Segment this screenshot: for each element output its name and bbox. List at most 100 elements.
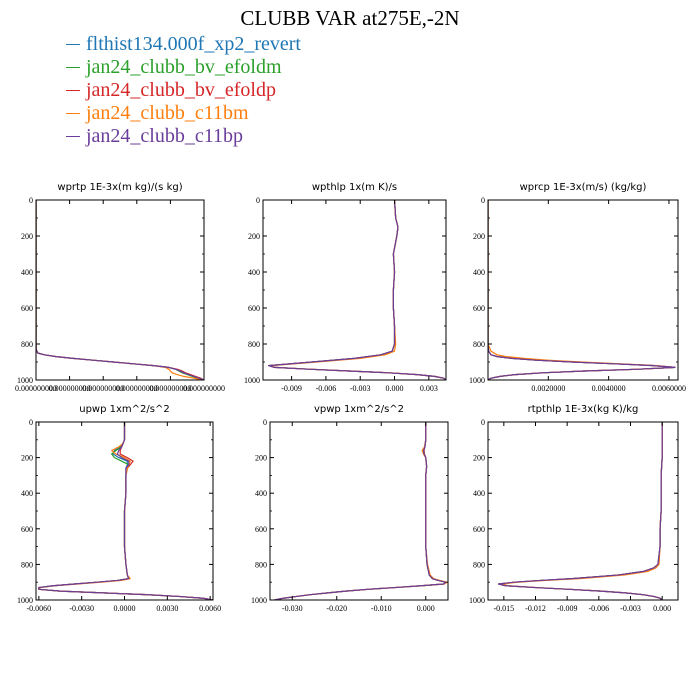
x-tick-label: -0.006 — [588, 604, 609, 613]
y-tick-label: 600 — [248, 304, 260, 313]
panel-title: upwp 1xm^2/s^2 — [79, 404, 169, 415]
x-tick-label: 0.000000000 — [116, 384, 158, 393]
series-line-wpthlp-5 — [268, 200, 446, 380]
series-line-wprtp-4 — [36, 200, 203, 380]
x-tick-label: 0.0000 — [114, 604, 136, 613]
x-tick-label: 0.003 — [420, 384, 438, 393]
series-line-wpthlp-2 — [268, 200, 446, 380]
y-tick-label: 600 — [473, 525, 485, 534]
x-tick-label: -0.006 — [316, 384, 337, 393]
y-tick-label: 800 — [473, 560, 485, 569]
series-line-wprcp-4 — [488, 200, 676, 380]
y-tick-label: 400 — [21, 489, 33, 498]
x-tick-label: 0.000000000 — [49, 384, 91, 393]
x-tick-label: 0.000000000 — [82, 384, 124, 393]
legend: flthist134.000f_xp2_revert jan24_clubb_b… — [66, 33, 301, 148]
x-tick-label: -0.003 — [350, 384, 371, 393]
series-line-rtpthlp-4 — [501, 422, 663, 600]
series-line-vpwp-2 — [274, 422, 447, 600]
legend-label: flthist134.000f_xp2_revert — [86, 33, 301, 55]
legend-swatch — [66, 66, 80, 68]
x-tick-label: 0.000 — [386, 384, 404, 393]
y-tick-label: 0 — [263, 418, 267, 427]
y-tick-label: 800 — [21, 560, 33, 569]
y-tick-label: 0 — [256, 196, 260, 205]
x-tick-label: -0.009 — [557, 604, 578, 613]
series-line-upwp-1 — [38, 422, 213, 600]
series-line-vpwp-3 — [274, 422, 447, 600]
panel-upwp: upwp 1xm^2/s^2 0 200 400 600 800 1000-0.0060 -0… — [17, 404, 221, 613]
y-tick-label: 0 — [29, 418, 33, 427]
y-tick-label: 400 — [255, 489, 267, 498]
series-line-rtpthlp-5 — [497, 422, 663, 600]
series-line-upwp-5 — [38, 422, 213, 600]
y-tick-label: 200 — [248, 232, 260, 241]
plot-frame — [269, 421, 449, 601]
x-tick-label: -0.009 — [281, 384, 302, 393]
x-tick-label: -0.003 — [620, 604, 641, 613]
panel-wprtp: wprtp 1E-3x(m kg)/(s kg) 0 200 400 600 800 100… — [15, 182, 225, 393]
panel-wpthlp: wpthlp 1x(m K)/s 0 200 400 600 800 1000 -0.009 -… — [244, 182, 447, 393]
legend-swatch — [66, 89, 80, 91]
legend-swatch — [66, 112, 80, 114]
x-tick-label: 0.0060000 — [652, 384, 686, 393]
legend-label: jan24_clubb_bv_efoldm — [86, 56, 282, 78]
series-line-wprtp-3 — [36, 200, 204, 380]
x-tick-label: -0.020 — [326, 604, 347, 613]
panel-title: rtpthlp 1E-3x(kg K)/kg — [528, 404, 639, 415]
y-tick-label: 200 — [21, 454, 33, 463]
y-tick-label: 200 — [473, 454, 485, 463]
legend-entry: jan24_clubb_c11bp — [66, 125, 301, 148]
x-tick-label: 0.0030 — [156, 604, 178, 613]
legend-entry: jan24_clubb_c11bm — [66, 102, 301, 125]
series-line-wprtp-5 — [36, 200, 204, 380]
legend-label: jan24_clubb_c11bp — [86, 125, 244, 147]
x-tick-label: 0.000 — [417, 604, 435, 613]
y-tick-label: 0 — [29, 196, 33, 205]
y-tick-label: 600 — [21, 525, 33, 534]
legend-label: jan24_clubb_bv_efoldp — [86, 79, 276, 101]
y-tick-label: 400 — [21, 268, 33, 277]
series-line-vpwp-5 — [274, 422, 447, 600]
x-tick-label: 0.0060 — [199, 604, 221, 613]
y-tick-label: 600 — [21, 304, 33, 313]
series-line-wprcp-1 — [488, 200, 676, 380]
figure-title: CLUBB VAR at275E,-2N — [240, 6, 460, 30]
y-tick-label: 200 — [255, 454, 267, 463]
series-line-wprtp-2 — [36, 200, 203, 380]
y-tick-label: 0 — [481, 418, 485, 427]
y-tick-label: 800 — [255, 560, 267, 569]
series-line-wprcp-3 — [488, 200, 676, 380]
y-tick-label: 1000 — [17, 596, 33, 605]
y-tick-label: 1000 — [469, 376, 485, 385]
x-tick-label: 0.000000000 — [149, 384, 191, 393]
series-line-wpthlp-1 — [268, 200, 446, 380]
series-line-upwp-3 — [38, 422, 213, 600]
series-line-upwp-4 — [38, 422, 213, 600]
y-tick-label: 200 — [21, 232, 33, 241]
y-tick-label: 400 — [473, 489, 485, 498]
y-tick-label: 400 — [248, 268, 260, 277]
x-tick-label: 0.0020000 — [531, 384, 565, 393]
plot-frame — [487, 199, 679, 381]
series-line-wprcp-5 — [488, 200, 676, 380]
y-tick-label: 800 — [473, 340, 485, 349]
plot-frame — [35, 199, 205, 381]
x-tick-label: 0.0040000 — [592, 384, 626, 393]
x-tick-label: 0.000000000 — [183, 384, 225, 393]
y-tick-label: 400 — [473, 268, 485, 277]
x-tick-label: -0.010 — [371, 604, 392, 613]
y-tick-label: 0 — [481, 196, 485, 205]
legend-entry: flthist134.000f_xp2_revert — [66, 33, 301, 56]
y-tick-label: 200 — [473, 232, 485, 241]
panel-vpwp: vpwp 1xm^2/s^2 0 200 400 600 800 1000 -0.030 -0.… — [251, 404, 449, 613]
x-tick-label: -0.0060 — [27, 604, 52, 613]
y-tick-label: 1000 — [469, 596, 485, 605]
panel-title: wpthlp 1x(m K)/s — [312, 182, 397, 193]
y-tick-label: 1000 — [251, 596, 267, 605]
legend-label: jan24_clubb_c11bm — [86, 102, 249, 124]
y-tick-label: 800 — [21, 340, 33, 349]
y-tick-label: 1000 — [244, 376, 260, 385]
legend-entry: jan24_clubb_bv_efoldp — [66, 79, 301, 102]
